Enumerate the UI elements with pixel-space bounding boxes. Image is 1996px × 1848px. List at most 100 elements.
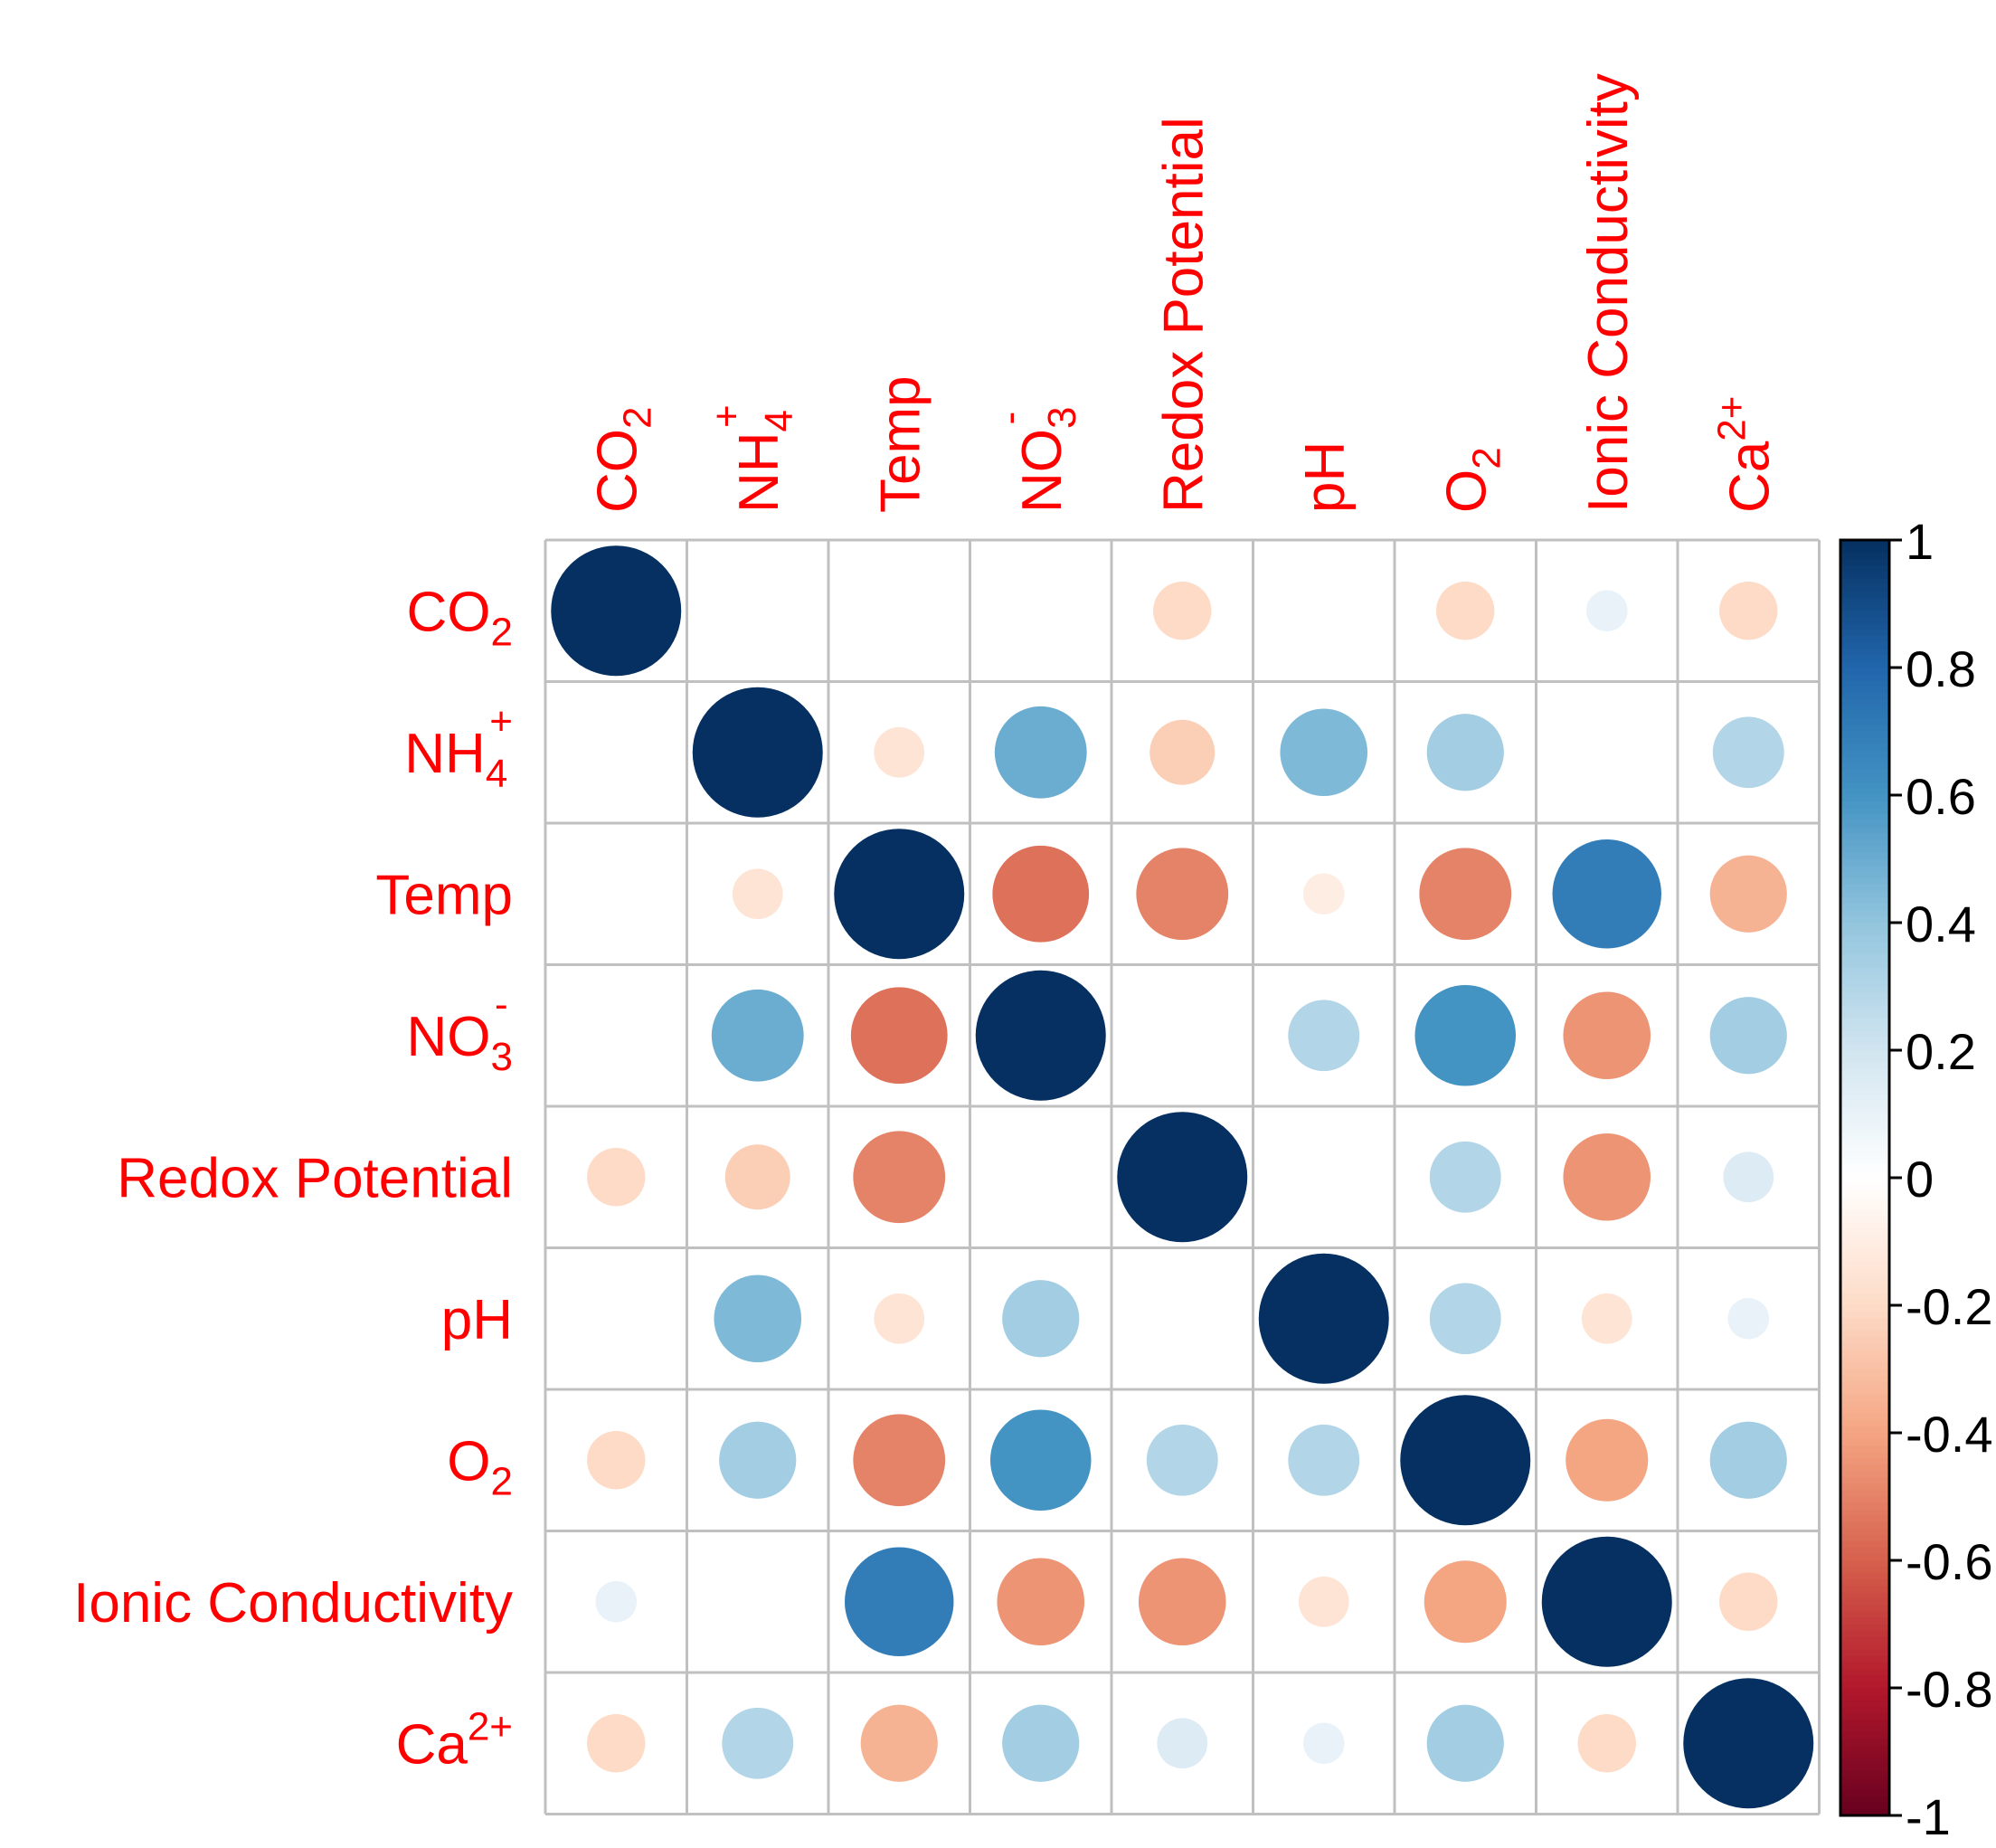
colorbar-segment: [1840, 1701, 1889, 1708]
colorbar-segment: [1840, 718, 1889, 726]
corr-circle-redox-potential-redox-potential: [1117, 1112, 1248, 1243]
corr-circle-o2-nh4plus: [719, 1421, 797, 1499]
colorbar-segment: [1840, 1655, 1889, 1663]
correlation-circles: [551, 545, 1814, 1809]
colorbar-segment: [1840, 610, 1889, 618]
corr-circle-temp-ph: [1302, 873, 1345, 915]
row-label-o2: O2: [447, 1430, 513, 1503]
corr-circle-temp-ca2plus: [1709, 855, 1787, 933]
colorbar-segment: [1840, 1005, 1889, 1013]
colorbar-segment: [1840, 1674, 1889, 1682]
colorbar-segment: [1840, 1254, 1889, 1262]
corr-circle-ca2plus-nh4plus: [722, 1707, 794, 1779]
corr-circle-ionic-conductivity-temp: [845, 1547, 954, 1656]
colorbar-segment: [1840, 1464, 1889, 1472]
colorbar-segment: [1840, 1751, 1889, 1759]
corr-circle-ca2plus-co2: [587, 1714, 646, 1773]
colorbar-segment: [1840, 1758, 1889, 1766]
column-label-o2: O2: [1435, 447, 1509, 513]
corr-circle-o2-ph: [1288, 1424, 1360, 1496]
colorbar-segment: [1840, 915, 1889, 924]
corr-circle-no3minus-ph: [1288, 1000, 1360, 1072]
colorbar-segment: [1840, 1209, 1889, 1217]
colorbar-segment: [1840, 1356, 1889, 1364]
colorbar-segment: [1840, 1101, 1889, 1109]
colorbar-segment: [1840, 1216, 1889, 1223]
colorbar-segment: [1840, 1636, 1889, 1644]
colorbar-segment: [1840, 597, 1889, 605]
row-label-ca2plus: Ca2+: [396, 1704, 513, 1776]
corr-circle-co2-o2: [1436, 582, 1495, 640]
colorbar-segment: [1840, 1120, 1889, 1128]
colorbar-segment: [1840, 877, 1889, 886]
colorbar-segment: [1840, 1490, 1889, 1498]
corr-circle-ionic-conductivity-ph: [1298, 1576, 1349, 1627]
colorbar-segment: [1840, 1726, 1889, 1733]
colorbar: 1 0.8 0.6 0.4 0.2 0 -0.2 -0.4 -0.6 -0.8 -1: [1839, 513, 1993, 1845]
colorbar-segment: [1840, 1170, 1889, 1179]
corr-circle-nh4plus-no3minus: [994, 706, 1087, 799]
colorbar-segment: [1840, 1279, 1889, 1287]
colorbar-segment: [1840, 1337, 1889, 1344]
colorbar-segment: [1840, 1324, 1889, 1332]
colorbar-segment: [1840, 1158, 1889, 1166]
colorbar-segment: [1840, 668, 1889, 675]
colorbar-segment: [1840, 699, 1889, 706]
corr-circle-nh4plus-o2: [1426, 714, 1504, 791]
corr-circle-redox-potential-co2: [587, 1148, 646, 1207]
corr-circle-ionic-conductivity-co2: [595, 1580, 638, 1623]
colorbar-segment: [1840, 546, 1889, 554]
corr-circle-ph-nh4plus: [714, 1275, 802, 1363]
colorbar-segment: [1840, 1247, 1889, 1256]
colorbar-segment: [1840, 693, 1889, 700]
colorbar-segment: [1840, 591, 1889, 599]
colorbar-segment: [1840, 1713, 1889, 1720]
corr-circle-temp-ionic-conductivity: [1552, 839, 1661, 949]
colorbar-segment: [1840, 1362, 1889, 1370]
colorbar-segment: [1840, 1802, 1889, 1810]
colorbar-segment: [1840, 1579, 1889, 1587]
corr-circle-no3minus-ca2plus: [1709, 997, 1787, 1075]
corr-circle-redox-potential-o2: [1429, 1141, 1501, 1213]
colorbar-segment: [1840, 654, 1889, 662]
colorbar-segment: [1840, 1114, 1889, 1122]
column-label-ca2plus: Ca2+: [1709, 396, 1781, 513]
corr-circle-o2-ionic-conductivity: [1566, 1418, 1649, 1502]
colorbar-segment: [1840, 1662, 1889, 1670]
colorbar-segment: [1840, 1203, 1889, 1210]
colorbar-segment: [1840, 1394, 1889, 1402]
colorbar-segment: [1840, 1145, 1889, 1153]
corr-circle-nh4plus-nh4plus: [692, 687, 823, 818]
colorbar-tick-label: -0.2: [1906, 1278, 1993, 1335]
colorbar-segment: [1840, 1139, 1889, 1147]
colorbar-segment: [1840, 680, 1889, 687]
colorbar-segment: [1840, 942, 1889, 949]
corr-circle-no3minus-temp: [850, 987, 948, 1085]
colorbar-segment: [1840, 1796, 1889, 1804]
colorbar-segment: [1840, 1483, 1889, 1492]
corr-circle-ph-temp: [874, 1293, 925, 1344]
colorbar-segment: [1840, 1132, 1889, 1141]
colorbar-segment: [1840, 584, 1889, 592]
colorbar-segment: [1840, 1126, 1889, 1134]
colorbar-segment: [1840, 1560, 1889, 1568]
colorbar-segment: [1840, 852, 1889, 860]
corr-circle-ca2plus-o2: [1426, 1704, 1504, 1782]
colorbar-segment: [1840, 961, 1889, 968]
column-label-ionic-conductivity: Ionic Conductivity: [1577, 73, 1640, 513]
corr-circle-ca2plus-ionic-conductivity: [1577, 1714, 1636, 1773]
colorbar-segment: [1840, 935, 1889, 943]
colorbar-segment: [1840, 1694, 1889, 1701]
colorbar-segment: [1840, 1688, 1889, 1695]
colorbar-segment: [1840, 1668, 1889, 1676]
corr-circle-nh4plus-temp: [874, 726, 925, 778]
corr-circle-ca2plus-ca2plus: [1683, 1678, 1814, 1809]
corr-circle-co2-co2: [551, 545, 682, 677]
corr-circle-temp-o2: [1419, 848, 1512, 941]
colorbar-segment: [1840, 1528, 1889, 1536]
colorbar-segment: [1840, 1471, 1889, 1478]
colorbar-segment: [1840, 858, 1889, 867]
colorbar-segment: [1840, 1617, 1889, 1625]
colorbar-segment: [1840, 635, 1889, 643]
colorbar-segment: [1840, 1534, 1889, 1542]
